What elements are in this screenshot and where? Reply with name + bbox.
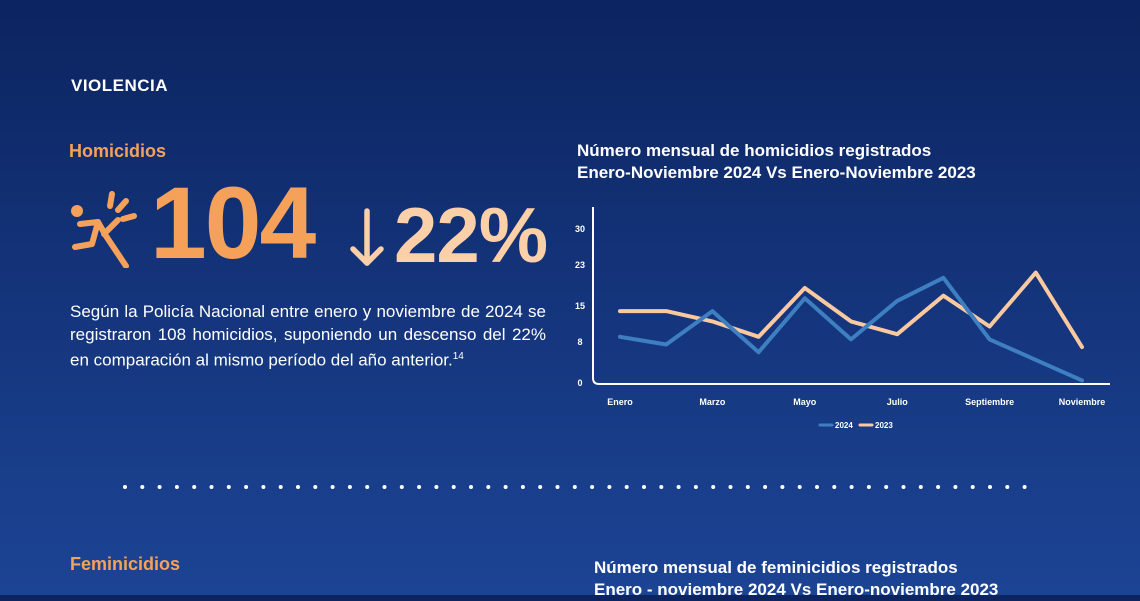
series-line-2024 (618, 275, 1084, 383)
x-tick-label: Enero (607, 397, 633, 407)
section-title: VIOLENCIA (71, 76, 169, 95)
chart-title-line-2: Enero - noviembre 2024 Vs Enero-noviembr… (594, 580, 999, 599)
homicides-chart-title: Número mensual de homicidios registrados… (577, 140, 976, 184)
x-tick-label: Mayo (793, 397, 817, 407)
description-text: Según la Policía Nacional entre enero y … (70, 302, 546, 370)
x-tick-label: Marzo (699, 397, 726, 407)
feminicidios-heading: Feminicidios (70, 554, 181, 574)
legend-label: 2023 (875, 421, 893, 430)
chart-title-line-1: Número mensual de homicidios registrados (577, 141, 932, 160)
x-tick-label: Noviembre (1059, 397, 1106, 407)
chart-title-line-2: Enero-Noviembre 2024 Vs Enero-Noviembre … (577, 163, 976, 182)
series-line-2023 (618, 270, 1084, 350)
y-tick-label: 30 (575, 224, 585, 234)
homicide-count: 104 (150, 166, 316, 280)
footnote-reference: 14 (452, 351, 464, 362)
y-tick-label: 0 (577, 378, 582, 388)
falling-person-icon (71, 191, 137, 268)
chart-axis (592, 207, 1110, 385)
homicides-line-chart: 0 8 15 23 30 Enero Marzo Mayo Julio Septiembre Nov… (575, 207, 1110, 430)
chart-title-line-1: Número mensual de feminicidios registrad… (594, 558, 958, 577)
x-tick-label: Julio (887, 397, 909, 407)
percent-change: 22% (394, 191, 548, 279)
feminicides-chart-title: Número mensual de feminicidios registrad… (594, 557, 998, 601)
y-tick-label: 8 (577, 337, 582, 347)
homicidios-description: Según la Policía Nacional entre enero y … (70, 301, 546, 372)
x-tick-label: Septiembre (965, 397, 1014, 407)
homicidios-heading: Homicidios (69, 141, 167, 161)
y-tick-label: 23 (575, 260, 585, 270)
legend-label: 2024 (835, 421, 853, 430)
y-tick-label: 15 (575, 301, 585, 311)
down-arrow-icon (350, 208, 384, 266)
dotted-divider (123, 485, 1037, 489)
